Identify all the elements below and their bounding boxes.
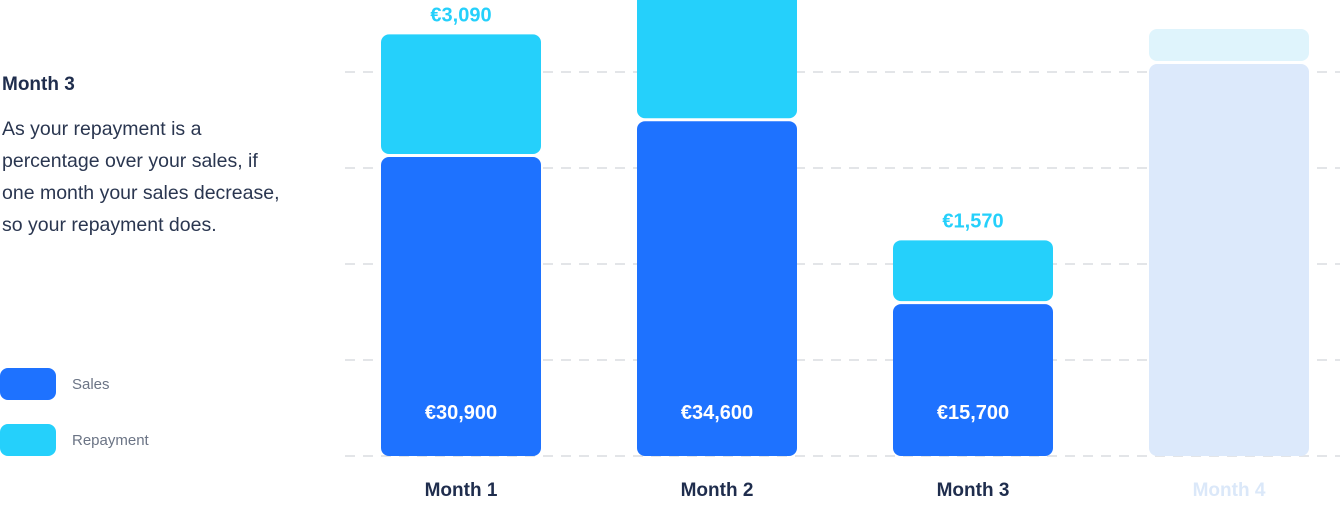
legend-label-repayment: Repayment bbox=[72, 431, 149, 449]
sales-bar-month-4 bbox=[1149, 64, 1309, 456]
sales-bar-month-2 bbox=[637, 121, 797, 456]
category-label-month-4: Month 4 bbox=[1193, 480, 1266, 501]
sales-bar-month-3 bbox=[893, 304, 1053, 456]
legend-item-sales: Sales bbox=[0, 368, 149, 400]
repayment-bar-month-2 bbox=[637, 0, 797, 119]
repayment-bar-month-1 bbox=[381, 34, 541, 154]
category-label-month-2: Month 2 bbox=[681, 480, 754, 501]
info-title: Month 3 bbox=[2, 74, 75, 95]
sales-value-label-month-1: €30,900 bbox=[425, 402, 497, 424]
sales-value-label-month-3: €15,700 bbox=[937, 402, 1009, 424]
sales-value-label-month-2: €34,600 bbox=[681, 402, 753, 424]
legend-swatch-repayment bbox=[0, 424, 56, 456]
repayment-bar-month-4 bbox=[1149, 29, 1309, 61]
category-label-month-3: Month 3 bbox=[937, 480, 1010, 501]
repayment-value-label-month-3: €1,570 bbox=[942, 210, 1003, 232]
info-panel: Month 3 As your repayment is a percentag… bbox=[2, 74, 282, 241]
sales-bar-month-1 bbox=[381, 157, 541, 456]
legend-swatch-sales bbox=[0, 368, 56, 400]
legend: Sales Repayment bbox=[0, 368, 149, 480]
legend-item-repayment: Repayment bbox=[0, 424, 149, 456]
repayment-bar-month-3 bbox=[893, 240, 1053, 302]
info-text: As your repayment is a percentage over y… bbox=[2, 118, 280, 236]
repayment-value-label-month-1: €3,090 bbox=[430, 4, 491, 26]
category-label-month-1: Month 1 bbox=[425, 480, 498, 501]
legend-label-sales: Sales bbox=[72, 375, 110, 393]
